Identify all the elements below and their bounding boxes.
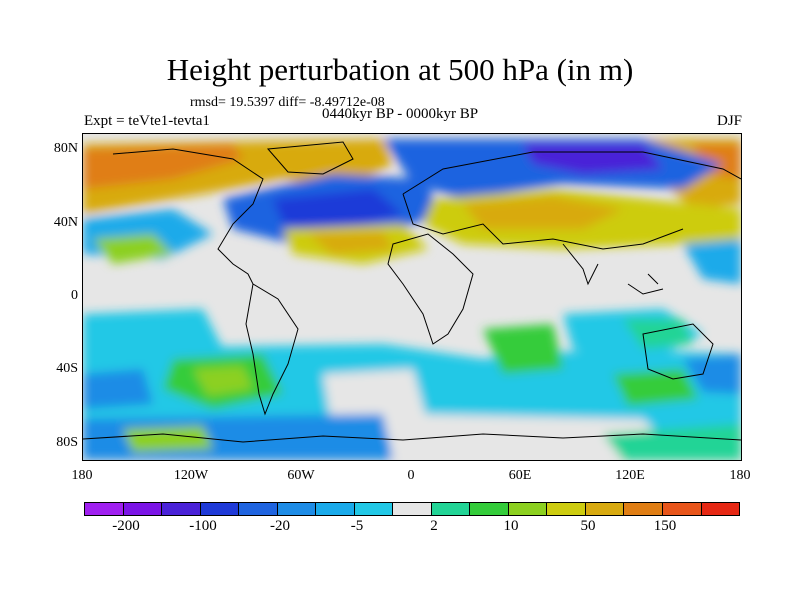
xtick-label-0: 0 <box>407 468 415 483</box>
season-label: DJF <box>716 113 742 129</box>
colorbar-bin-2 <box>162 503 201 515</box>
contour-negative-east-pacific <box>683 239 741 284</box>
ytick-label-40n: 40N <box>53 215 78 230</box>
colorbar-bin-12 <box>547 503 586 515</box>
indian-subcontinent <box>562 243 599 286</box>
contour-negative-atlantic-core <box>273 189 403 234</box>
contour-positive-central-pacific <box>93 234 173 264</box>
colorbar-bin-16 <box>701 503 740 515</box>
coastlines <box>83 141 741 443</box>
africa-coast <box>387 233 474 345</box>
xtick-label-180w: 180 <box>71 468 93 483</box>
map-svg <box>83 134 741 460</box>
colorbar-bin-5 <box>277 503 317 515</box>
greenland-coast <box>266 141 354 175</box>
colorbar-bin-14 <box>624 503 663 515</box>
colorbar-label-minus5: -5 <box>350 518 364 534</box>
contour-positive-eurasia-core <box>463 196 623 229</box>
contour-south-east-blue <box>683 354 741 394</box>
xtick-label-120w: 120W <box>173 468 209 483</box>
contour-negative-tropics-west <box>83 309 223 359</box>
europe-south-coast <box>402 193 684 250</box>
contour-south-atlantic-green <box>483 324 563 374</box>
colorbar-label-10: 10 <box>503 518 519 534</box>
contour-positive-tropics-green <box>623 319 693 349</box>
experiment-label: Expt = teVte1-tevta1 <box>84 113 210 129</box>
colorbar-label-50: 50 <box>580 518 596 534</box>
contour-south-west-blue <box>83 369 153 409</box>
chart-title: Height perturbation at 500 hPa (in m) <box>166 52 634 87</box>
xtick-label-120e: 120E <box>615 468 645 483</box>
southeast-asia-islands <box>627 273 664 295</box>
colorbar-bin-3 <box>200 503 240 515</box>
contour-south-pacific-yellow <box>193 366 253 396</box>
eurasia-coast <box>402 151 741 195</box>
map-plot-area <box>82 133 742 461</box>
antarctica-coast <box>83 433 741 443</box>
colorbar-bin-6 <box>316 503 355 515</box>
contour-antarctic-yellow <box>123 426 213 452</box>
colorbar-bin-9 <box>431 503 471 515</box>
ytick-label-80n: 80N <box>53 141 78 156</box>
colorbar <box>84 502 740 516</box>
colorbar-label-150: 150 <box>653 518 677 534</box>
ytick-label-40s: 40S <box>56 361 78 376</box>
colorbar-bin-8 <box>393 503 432 515</box>
colorbar-bin-4 <box>239 503 278 515</box>
colorbar-bin-11 <box>508 503 548 515</box>
colorbar-label-minus200: -200 <box>112 518 140 534</box>
ytick-label-80s: 80S <box>56 435 78 450</box>
contour-positive-north-atlantic-core <box>308 232 393 254</box>
south-america-coast <box>245 283 299 416</box>
colorbar-label-2: 2 <box>430 518 438 534</box>
contour-antarctic-green <box>603 424 741 460</box>
contour-positive-arctic-west-core <box>83 144 243 189</box>
contour-fields <box>83 139 741 460</box>
xtick-label-60w: 60W <box>287 468 315 483</box>
xtick-label-60e: 60E <box>508 468 532 483</box>
colorbar-bin-1 <box>123 503 163 515</box>
north-america-coast <box>112 148 264 285</box>
contour-positive-arctic-east-core <box>693 144 741 179</box>
colorbar-bin-15 <box>662 503 702 515</box>
colorbar-bin-10 <box>470 503 509 515</box>
colorbar-label-minus100: -100 <box>189 518 217 534</box>
australia-coast <box>642 323 714 380</box>
rmsd-text: rmsd= 19.5397 diff= -8.49712e-08 <box>190 95 385 110</box>
colorbar-bin-13 <box>585 503 625 515</box>
colorbar-bin-0 <box>85 503 124 515</box>
ytick-label-0: 0 <box>71 288 78 303</box>
period-label: 0440kyr BP - 0000kyr BP <box>322 106 479 122</box>
xtick-label-180e: 180 <box>729 468 751 483</box>
colorbar-bin-7 <box>354 503 394 515</box>
colorbar-label-minus20: -20 <box>270 518 290 534</box>
